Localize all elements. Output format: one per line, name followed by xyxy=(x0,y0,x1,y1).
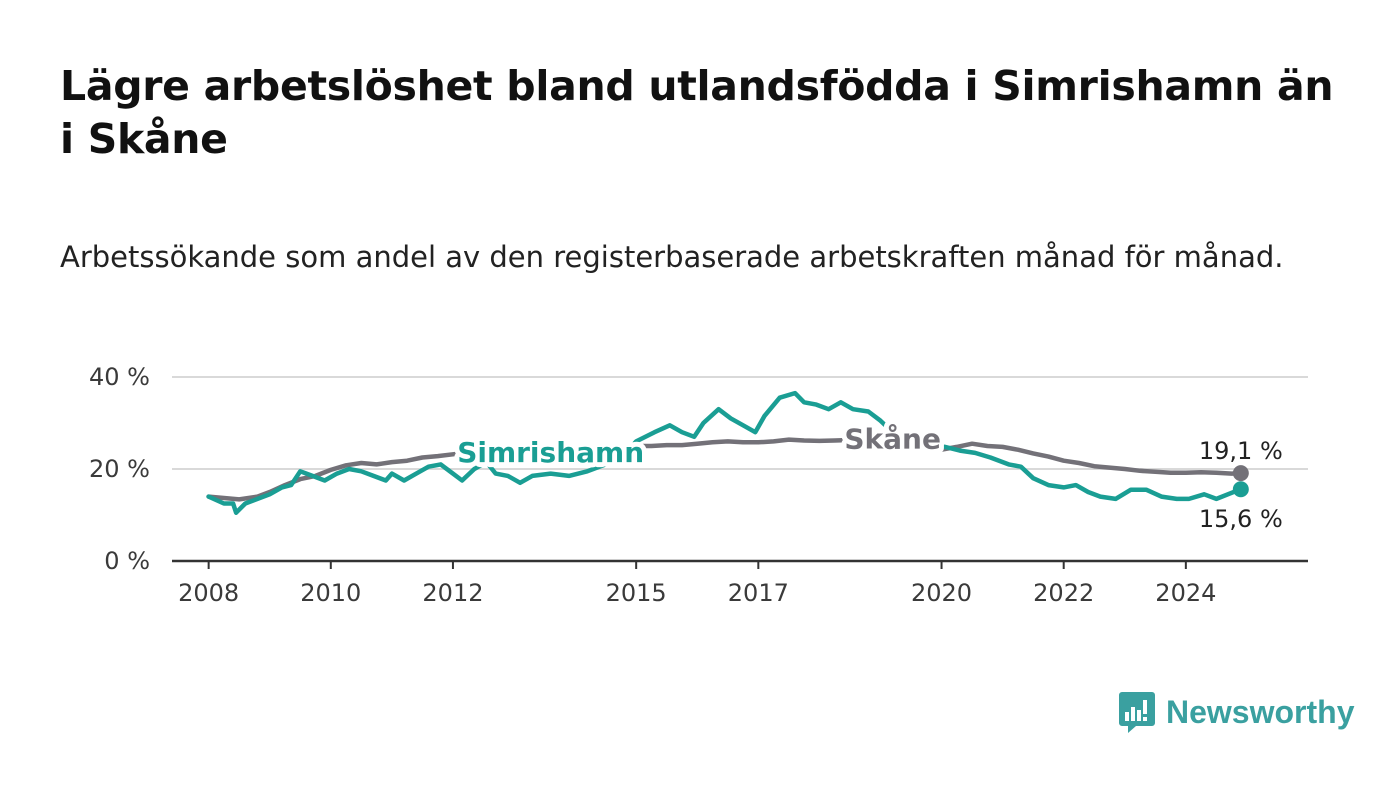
brand-name: Newsworthy xyxy=(1166,693,1355,730)
x-tick-label: 2010 xyxy=(300,579,361,607)
end-point-simrishamn xyxy=(1232,481,1249,498)
x-tick-label: 2015 xyxy=(606,579,667,607)
x-tick-label: 2008 xyxy=(178,579,239,607)
y-tick-label: 0 % xyxy=(104,547,150,575)
end-label-skne: 19,1 % xyxy=(1199,437,1283,465)
newsworthy-logo: Newsworthy xyxy=(1118,690,1354,734)
x-tick-label: 2012 xyxy=(422,579,483,607)
series-label-simrishamn: Simrishamn xyxy=(457,436,644,469)
x-tick-label: 2024 xyxy=(1155,579,1216,607)
x-tick-label: 2020 xyxy=(911,579,972,607)
y-tick-label: 40 % xyxy=(89,363,150,391)
y-tick-label: 20 % xyxy=(89,455,150,483)
series-label-halo: Skåne xyxy=(844,422,941,455)
newsworthy-chart-bubble-icon xyxy=(1119,692,1155,733)
end-label-simrishamn: 15,6 % xyxy=(1199,505,1283,533)
series-label-skne: Skåne xyxy=(844,422,941,455)
x-tick-label: 2022 xyxy=(1033,579,1094,607)
end-point-skne xyxy=(1232,465,1249,482)
chart-subtitle: Arbetssökande som andel av den registerb… xyxy=(60,240,1284,274)
series-line-simrishamn xyxy=(206,390,1244,515)
chart-title: Lägre arbetslöshet bland utlandsfödda i … xyxy=(60,62,1334,163)
series-line-skne xyxy=(206,437,1244,502)
series-label-halo: Simrishamn xyxy=(457,436,644,469)
x-tick-label: 2017 xyxy=(728,579,789,607)
